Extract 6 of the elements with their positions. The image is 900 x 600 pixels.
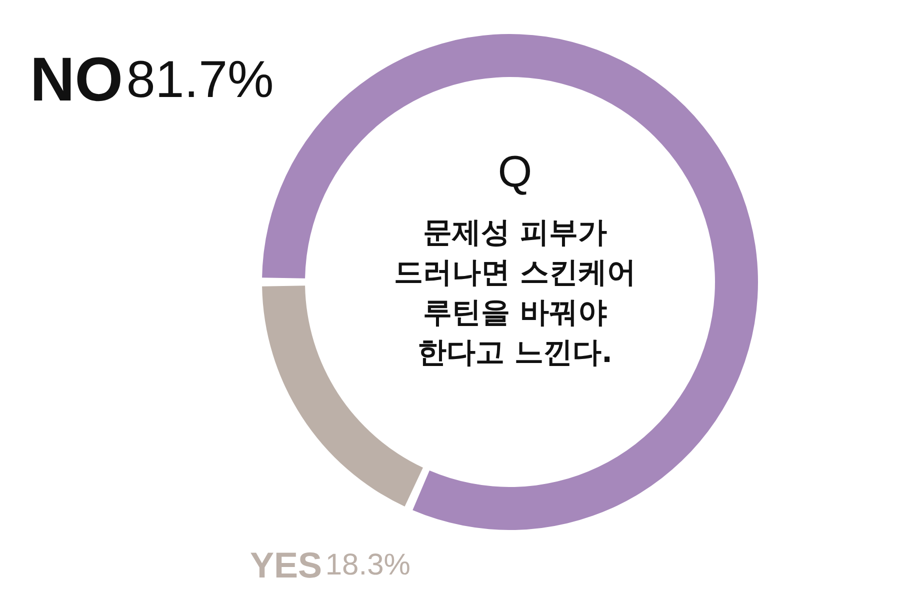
text: 문제성 피부가 드러나면 스킨케어 루틴을 바꿔야 한다고 느낀다.: [394, 215, 636, 369]
slice-label: YES: [250, 544, 322, 586]
text: Q: [498, 148, 532, 196]
slice-label: NO: [30, 46, 123, 114]
data-label: 18.3%: [325, 548, 410, 582]
data-label: 81.7%: [126, 51, 274, 109]
